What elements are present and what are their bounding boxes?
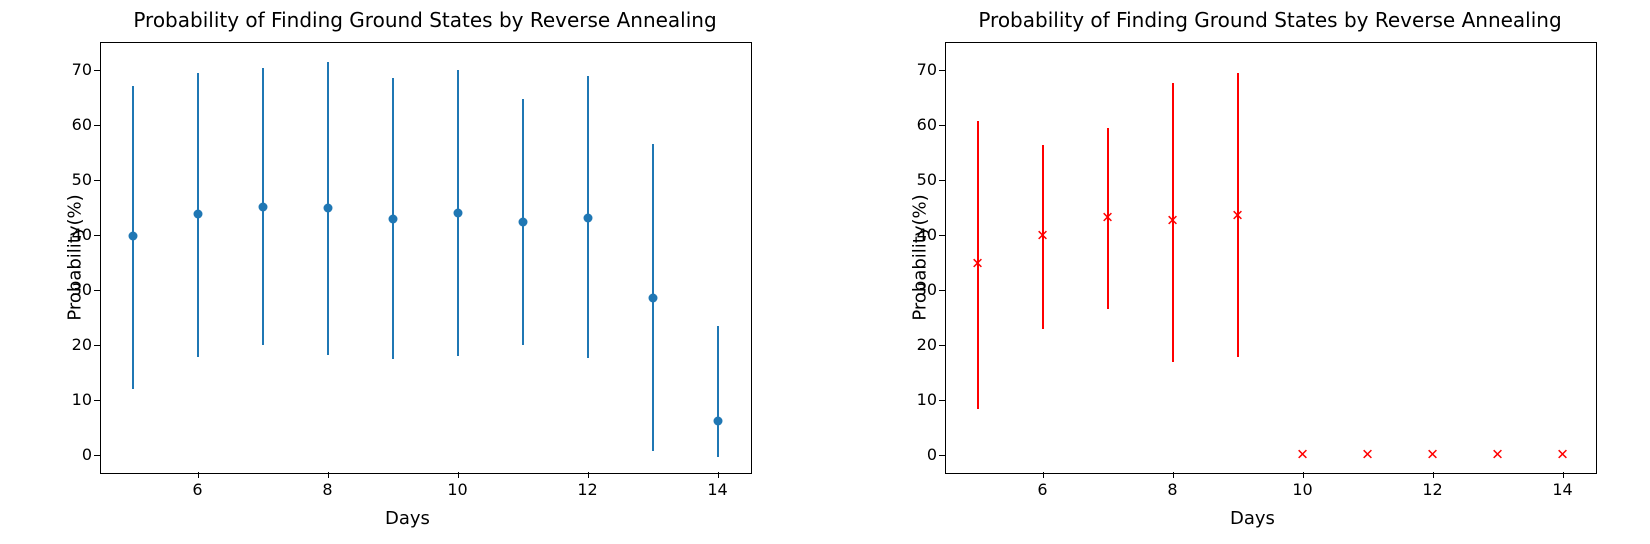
xtick-mark <box>1303 472 1304 478</box>
ytick-mark <box>939 180 945 181</box>
ytick-label: 10 <box>62 390 92 409</box>
ytick-mark <box>94 125 100 126</box>
xtick-label: 10 <box>1291 480 1315 499</box>
ytick-label: 0 <box>62 445 92 464</box>
xtick-label: 14 <box>706 480 730 499</box>
ytick-mark <box>94 180 100 181</box>
ytick-label: 0 <box>907 445 937 464</box>
data-point: ✕ <box>1556 448 1569 463</box>
data-point <box>128 232 137 241</box>
left-title: Probability of Finding Ground States by … <box>60 8 790 32</box>
data-point <box>648 294 657 303</box>
ytick-mark <box>939 290 945 291</box>
xtick-label: 10 <box>446 480 470 499</box>
ytick-mark <box>939 400 945 401</box>
ytick-mark <box>94 400 100 401</box>
ytick-mark <box>939 70 945 71</box>
ytick-label: 20 <box>907 335 937 354</box>
data-point: ✕ <box>1361 448 1374 463</box>
ytick-label: 70 <box>907 60 937 79</box>
data-point: ✕ <box>1166 214 1179 229</box>
ytick-label: 70 <box>62 60 92 79</box>
ytick-label: 20 <box>62 335 92 354</box>
ytick-mark <box>94 290 100 291</box>
xtick-label: 12 <box>576 480 600 499</box>
xtick-mark <box>718 472 719 478</box>
ytick-label: 10 <box>907 390 937 409</box>
data-point: ✕ <box>1231 208 1244 223</box>
figure: Probability of Finding Ground States by … <box>0 0 1650 544</box>
xtick-mark <box>1563 472 1564 478</box>
data-point <box>518 217 527 226</box>
right-xlabel: Days <box>1230 508 1275 529</box>
xtick-mark <box>458 472 459 478</box>
ytick-label: 50 <box>62 170 92 189</box>
xtick-label: 8 <box>1161 480 1185 499</box>
xtick-label: 6 <box>186 480 210 499</box>
data-point: ✕ <box>1491 448 1504 463</box>
ytick-label: 60 <box>907 115 937 134</box>
xtick-label: 8 <box>316 480 340 499</box>
ytick-mark <box>939 235 945 236</box>
right-ylabel: Probability(%) <box>910 188 931 328</box>
ytick-label: 30 <box>62 280 92 299</box>
data-point <box>323 204 332 213</box>
errorbar <box>717 326 719 457</box>
data-point: ✕ <box>1426 448 1439 463</box>
xtick-mark <box>328 472 329 478</box>
data-point: ✕ <box>1296 448 1309 463</box>
data-point <box>193 210 202 219</box>
ytick-mark <box>939 345 945 346</box>
ytick-mark <box>939 125 945 126</box>
xtick-mark <box>198 472 199 478</box>
xtick-mark <box>588 472 589 478</box>
xtick-mark <box>1173 472 1174 478</box>
ytick-mark <box>94 235 100 236</box>
xtick-label: 12 <box>1421 480 1445 499</box>
data-point <box>713 416 722 425</box>
left-xlabel: Days <box>385 508 430 529</box>
ytick-mark <box>94 455 100 456</box>
xtick-label: 14 <box>1551 480 1575 499</box>
right-title: Probability of Finding Ground States by … <box>905 8 1635 32</box>
ytick-label: 50 <box>907 170 937 189</box>
data-point: ✕ <box>971 256 984 271</box>
xtick-mark <box>1433 472 1434 478</box>
ytick-label: 40 <box>907 225 937 244</box>
ytick-label: 60 <box>62 115 92 134</box>
ytick-mark <box>94 345 100 346</box>
data-point <box>258 203 267 212</box>
left-ylabel: Probability(%) <box>65 188 86 328</box>
xtick-mark <box>1043 472 1044 478</box>
data-point: ✕ <box>1036 229 1049 244</box>
data-point <box>583 213 592 222</box>
data-point <box>388 214 397 223</box>
data-point <box>453 208 462 217</box>
data-point: ✕ <box>1101 211 1114 226</box>
xtick-label: 6 <box>1031 480 1055 499</box>
ytick-mark <box>94 70 100 71</box>
ytick-mark <box>939 455 945 456</box>
ytick-label: 40 <box>62 225 92 244</box>
ytick-label: 30 <box>907 280 937 299</box>
